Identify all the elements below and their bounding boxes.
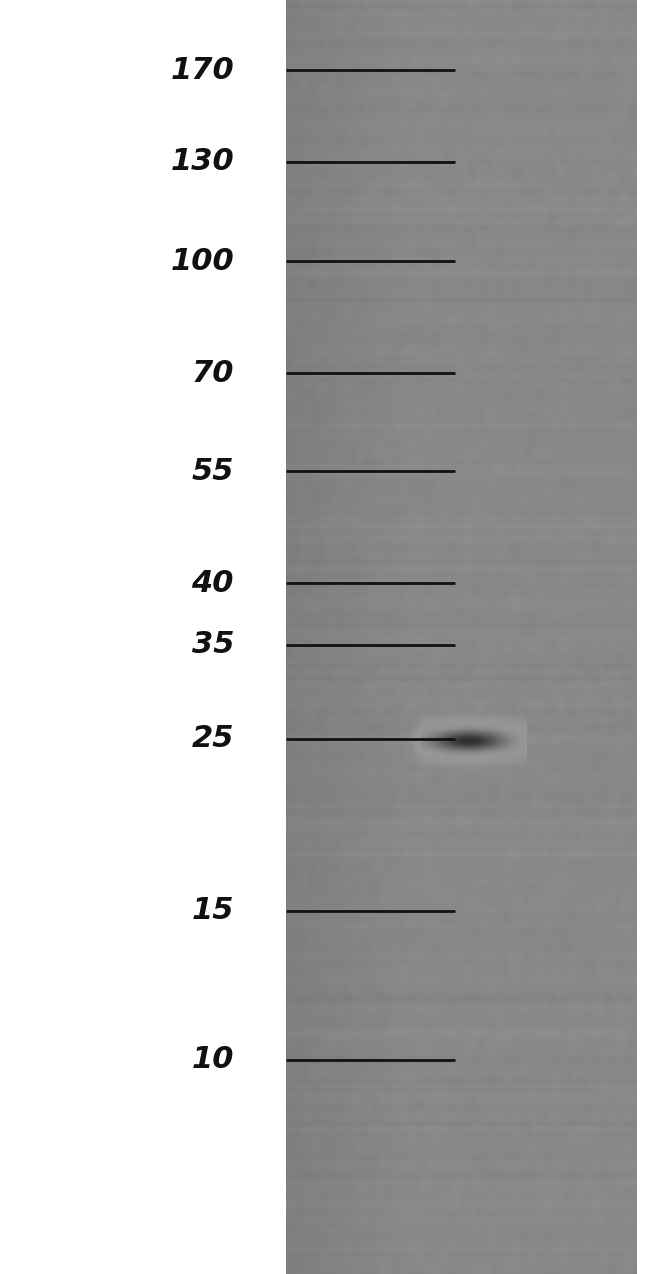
Text: 170: 170	[170, 56, 234, 84]
Bar	[286, 0, 637, 1274]
Bar	[637, 0, 650, 1274]
Text: 130: 130	[170, 148, 234, 176]
Text: 70: 70	[192, 359, 234, 387]
Text: 25: 25	[192, 725, 234, 753]
Text: 10: 10	[192, 1046, 234, 1074]
Text: 40: 40	[192, 569, 234, 598]
Text: 100: 100	[170, 247, 234, 275]
Text: 35: 35	[192, 631, 234, 659]
Bar	[0, 0, 286, 1274]
Text: 55: 55	[192, 457, 234, 485]
Text: 15: 15	[192, 897, 234, 925]
